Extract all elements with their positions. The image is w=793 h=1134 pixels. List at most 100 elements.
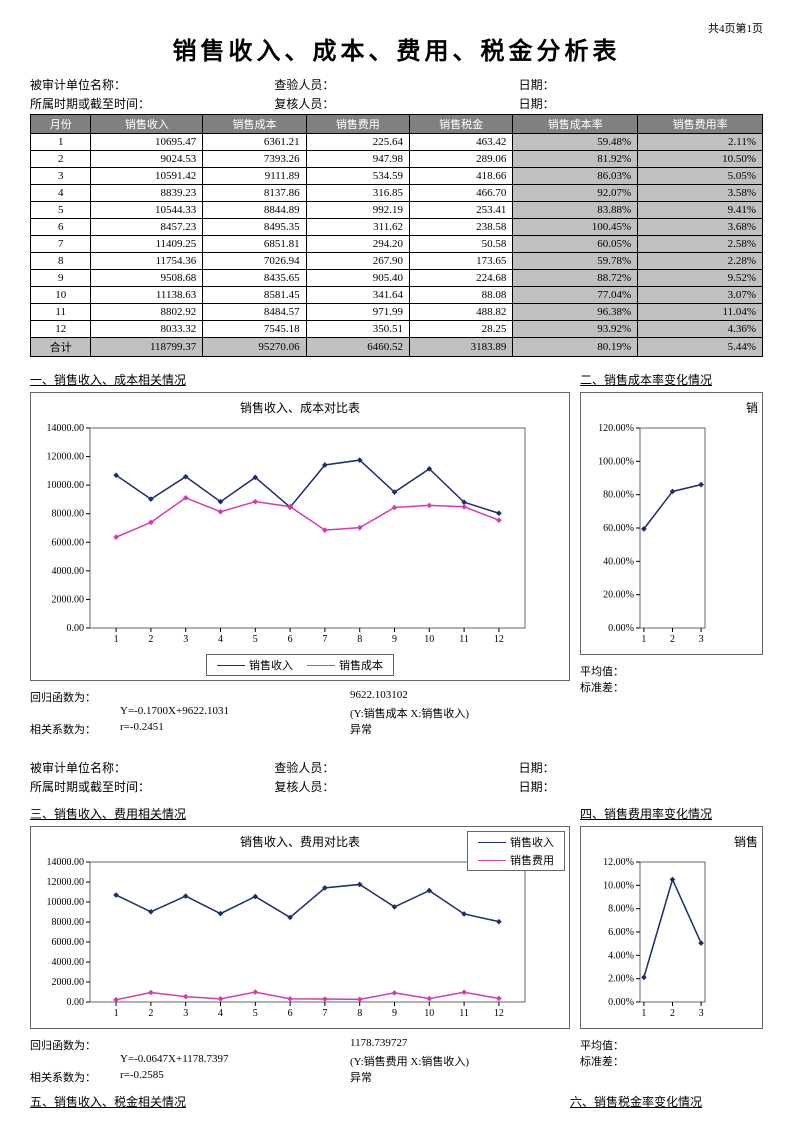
table-row: 310591.429111.89534.59418.6686.03%5.05% <box>31 168 763 185</box>
svg-text:7: 7 <box>322 1008 327 1019</box>
table-row: 1011138.638581.45341.6488.0877.04%3.07% <box>31 287 763 304</box>
svg-text:4: 4 <box>218 634 223 645</box>
svg-text:5: 5 <box>253 1008 258 1019</box>
svg-text:6000.00: 6000.00 <box>52 537 85 548</box>
std-label-2: 标准差： <box>580 679 763 695</box>
svg-text:2: 2 <box>670 634 675 645</box>
table-row: 128033.327545.18350.5128.2593.92%4.36% <box>31 321 763 338</box>
reg-label-3: 回归函数为： <box>30 1037 120 1053</box>
svg-text:9: 9 <box>392 1008 397 1019</box>
reviewer-label-2: 复核人员： <box>274 778 518 795</box>
table-row: 68457.238495.35311.62238.58100.45%3.68% <box>31 219 763 236</box>
r-1: r=-0.2451 <box>120 721 350 737</box>
svg-text:6: 6 <box>288 1008 293 1019</box>
svg-text:4: 4 <box>218 1008 223 1019</box>
inspector-label-2: 查验人员： <box>274 759 518 776</box>
svg-text:2000.00: 2000.00 <box>52 594 85 605</box>
legend-item: 销售费用 <box>478 852 554 868</box>
table-header: 销售收入 <box>91 115 203 134</box>
svg-text:8.00%: 8.00% <box>608 904 634 915</box>
desc-1: (Y:销售成本 X:销售收入) <box>350 705 570 721</box>
svg-text:6: 6 <box>288 634 293 645</box>
table-row: 510544.338844.89992.19253.4183.88%9.41% <box>31 202 763 219</box>
svg-text:3: 3 <box>183 1008 188 1019</box>
date-label-1: 日期： <box>519 76 763 93</box>
svg-text:12: 12 <box>494 1008 504 1019</box>
table-row: 118802.928484.57971.99488.8296.38%11.04% <box>31 304 763 321</box>
corr-label-1: 相关系数为： <box>30 721 120 737</box>
svg-text:120.00%: 120.00% <box>598 423 634 434</box>
formula-3: Y=-0.0647X+1178.7397 <box>120 1053 350 1069</box>
svg-text:80.00%: 80.00% <box>603 490 634 501</box>
table-row: 711409.256851.81294.2050.5860.05%2.58% <box>31 236 763 253</box>
svg-text:11: 11 <box>459 1008 469 1019</box>
chart3-box: 销售收入销售费用 销售收入、费用对比表 0.002000.004000.0060… <box>30 826 570 1029</box>
chart4-box: 销售 0.00%2.00%4.00%6.00%8.00%10.00%12.00%… <box>580 826 763 1029</box>
svg-text:10000.00: 10000.00 <box>47 897 85 908</box>
unit-label: 被审计单位名称： <box>30 76 274 93</box>
meta-row-1: 被审计单位名称： 查验人员： 日期： <box>30 76 763 93</box>
svg-text:3: 3 <box>699 634 704 645</box>
table-row: 48839.238137.86316.85466.7092.07%3.58% <box>31 185 763 202</box>
svg-text:0.00%: 0.00% <box>608 623 634 634</box>
table-header: 销售成本率 <box>513 115 638 134</box>
right-stats-2: 平均值： 标准差： <box>580 663 763 695</box>
note-1: 异常 <box>350 721 570 737</box>
section1-title: 一、销售收入、成本相关情况 <box>30 371 570 388</box>
chart1-svg: 0.002000.004000.006000.008000.0010000.00… <box>35 420 535 650</box>
svg-text:5: 5 <box>253 634 258 645</box>
svg-text:10000.00: 10000.00 <box>47 480 85 491</box>
chart3-svg: 0.002000.004000.006000.008000.0010000.00… <box>35 854 535 1024</box>
svg-text:1: 1 <box>114 1008 119 1019</box>
chart4-svg: 0.00%2.00%4.00%6.00%8.00%10.00%12.00%123 <box>585 854 715 1024</box>
table-header: 销售成本 <box>203 115 306 134</box>
inspector-label: 查验人员： <box>274 76 518 93</box>
note-3: 异常 <box>350 1069 570 1085</box>
svg-text:10: 10 <box>424 1008 434 1019</box>
svg-text:8000.00: 8000.00 <box>52 509 85 520</box>
period-label: 所属时期或截至时间： <box>30 95 274 112</box>
svg-text:3: 3 <box>699 1008 704 1019</box>
meta-row-2: 所属时期或截至时间： 复核人员： 日期： <box>30 95 763 112</box>
svg-text:8: 8 <box>357 634 362 645</box>
meta-row-4: 所属时期或截至时间： 复核人员： 日期： <box>30 778 763 795</box>
table-row: 811754.367026.94267.90173.6559.78%2.28% <box>31 253 763 270</box>
svg-text:12.00%: 12.00% <box>603 857 634 868</box>
svg-text:10: 10 <box>424 634 434 645</box>
table-header: 销售费用 <box>306 115 409 134</box>
svg-text:7: 7 <box>322 634 327 645</box>
date-label-2: 日期： <box>519 95 763 112</box>
svg-text:2: 2 <box>670 1008 675 1019</box>
svg-text:10.00%: 10.00% <box>603 880 634 891</box>
svg-text:1: 1 <box>641 634 646 645</box>
svg-text:2: 2 <box>148 634 153 645</box>
svg-text:60.00%: 60.00% <box>603 523 634 534</box>
svg-text:1: 1 <box>641 1008 646 1019</box>
right-stats-4: 平均值： 标准差： <box>580 1037 763 1069</box>
stats3: 回归函数为： 1178.739727 Y=-0.0647X+1178.7397 … <box>30 1037 570 1085</box>
svg-text:3: 3 <box>183 634 188 645</box>
svg-text:2.00%: 2.00% <box>608 974 634 985</box>
svg-text:0.00%: 0.00% <box>608 997 634 1008</box>
date-label-4: 日期： <box>519 778 763 795</box>
section2-title: 二、销售成本率变化情况 <box>580 371 763 388</box>
svg-text:8000.00: 8000.00 <box>52 917 85 928</box>
svg-text:8: 8 <box>357 1008 362 1019</box>
meta-row-3: 被审计单位名称： 查验人员： 日期： <box>30 759 763 776</box>
chart2-box: 销 0.00%20.00%40.00%60.00%80.00%100.00%12… <box>580 392 763 655</box>
period-label-2: 所属时期或截至时间： <box>30 778 274 795</box>
section4-title: 四、销售费用率变化情况 <box>580 805 763 822</box>
svg-text:12000.00: 12000.00 <box>47 452 85 463</box>
svg-text:14000.00: 14000.00 <box>47 857 85 868</box>
svg-text:6000.00: 6000.00 <box>52 937 85 948</box>
chart2-title: 销 <box>585 399 758 416</box>
section6-title: 六、销售税金率变化情况 <box>570 1093 763 1110</box>
table-header: 销售费用率 <box>638 115 763 134</box>
intercept-1: 9622.103102 <box>350 689 570 705</box>
std-label-4: 标准差： <box>580 1053 763 1069</box>
intercept-3: 1178.739727 <box>350 1037 570 1053</box>
chart1-box: 销售收入、成本对比表 0.002000.004000.006000.008000… <box>30 392 570 681</box>
chart3-legend: 销售收入销售费用 <box>467 831 565 871</box>
avg-label-2: 平均值： <box>580 663 763 679</box>
table-row: 29024.537393.26947.98289.0681.92%10.50% <box>31 151 763 168</box>
